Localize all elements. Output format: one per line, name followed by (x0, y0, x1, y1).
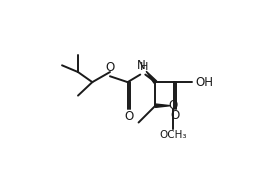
Text: H: H (139, 62, 148, 72)
Text: O: O (170, 109, 179, 122)
Text: OH: OH (196, 76, 214, 89)
Text: N: N (137, 59, 146, 72)
Text: O: O (106, 61, 115, 74)
Text: OCH₃: OCH₃ (159, 130, 187, 140)
Text: O: O (168, 99, 178, 112)
Text: O: O (124, 110, 133, 123)
Polygon shape (146, 71, 157, 83)
Polygon shape (155, 104, 171, 107)
